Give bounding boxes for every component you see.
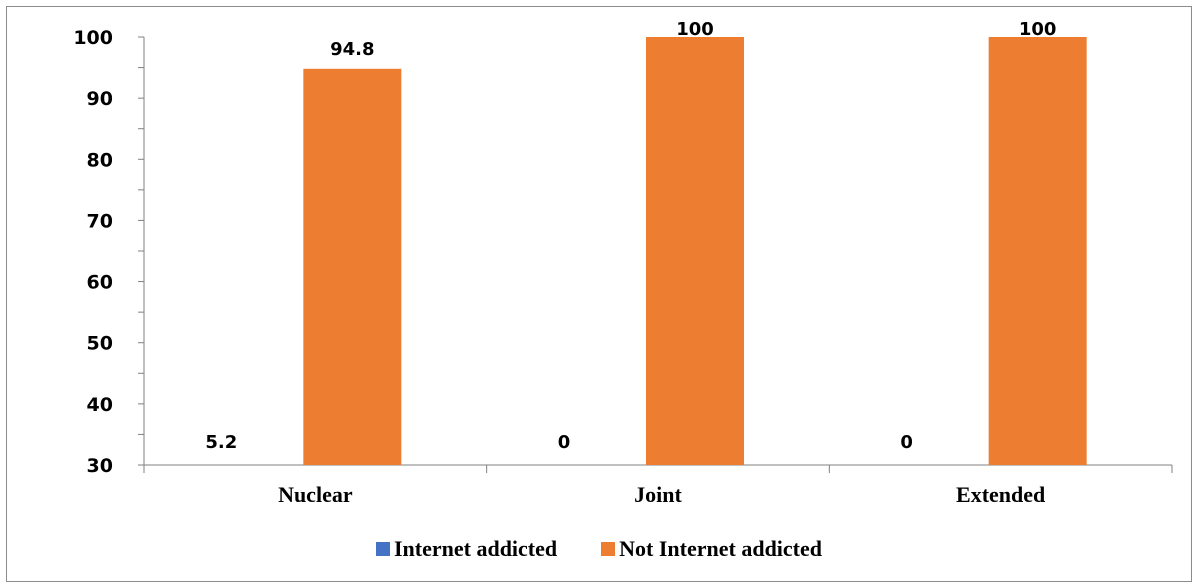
- legend-swatch-not-internet-addicted: [601, 542, 616, 556]
- bar-not-internet-addicted-extended: [988, 37, 1087, 465]
- y-tick-label: 100: [73, 27, 113, 49]
- y-tick-label: 90: [87, 88, 113, 110]
- legend: Internet addicted Not Internet addicted: [0, 536, 1198, 562]
- y-tick-label: 80: [87, 149, 113, 171]
- bar-not-internet-addicted-joint: [646, 37, 744, 465]
- y-tick-label: 30: [87, 455, 113, 477]
- data-label: 100: [1019, 19, 1057, 40]
- legend-swatch-internet-addicted: [375, 542, 390, 556]
- data-label: 94.8: [330, 39, 374, 60]
- legend-item-not-internet-addicted: Not Internet addicted: [601, 536, 822, 562]
- y-tick-label: 40: [87, 394, 113, 416]
- bar-not-internet-addicted-nuclear: [303, 68, 402, 466]
- category-labels: Nuclear Joint Extended: [278, 482, 1045, 507]
- legend-label-not-internet-addicted: Not Internet addicted: [619, 536, 823, 561]
- data-label: 100: [676, 19, 714, 40]
- data-label: 5.2: [205, 432, 237, 453]
- category-label-extended: Extended: [956, 482, 1045, 507]
- legend-item-internet-addicted: Internet addicted: [375, 536, 558, 562]
- labels: 5.2 94.8 0 100 0 100: [205, 19, 1056, 453]
- category-label-nuclear: Nuclear: [278, 482, 353, 507]
- legend-label-internet-addicted: Internet addicted: [393, 536, 558, 561]
- y-tick-label: 70: [87, 210, 113, 232]
- bars: [303, 37, 1087, 466]
- data-label: 0: [558, 432, 571, 453]
- y-tick-label: 50: [87, 333, 113, 355]
- data-label: 0: [900, 432, 913, 453]
- y-tick-label: 60: [87, 272, 113, 294]
- category-label-joint: Joint: [634, 482, 682, 507]
